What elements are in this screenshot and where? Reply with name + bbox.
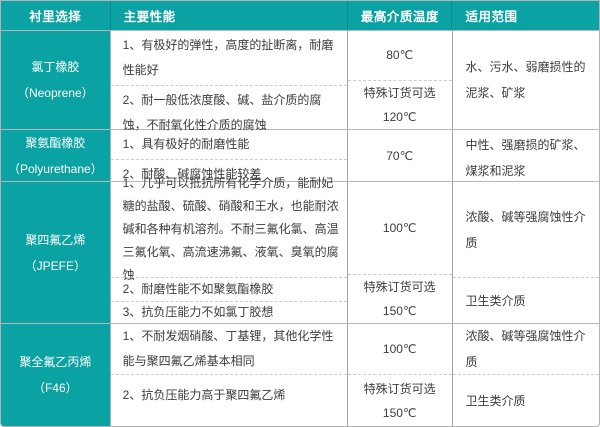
performance-item: 3、抗负压能力不如氯丁胶想 bbox=[110, 301, 347, 323]
header-lining-selection: 衬里选择 bbox=[1, 1, 111, 30]
range-column: 水、污水、弱磨损性的泥浆、矿浆 bbox=[453, 31, 600, 129]
range-column: 浓酸、碱等强腐蚀性介质 卫生类介质 bbox=[452, 324, 599, 426]
temperature-column: 80℃ 特殊订货可选 120℃ bbox=[347, 31, 453, 130]
performance-column: 1、有极好的弹性，高度的扯断离，耐磨性能好 2、耐一般低浓度酸、碱、盐介质的腐蚀… bbox=[110, 31, 348, 132]
performance-item: 2、抗负压能力高于聚四氟乙烯 bbox=[110, 374, 347, 426]
temperature-value: 100℃ bbox=[382, 221, 417, 235]
performance-item: 2、耐磨性能不如聚氨酯橡胶 bbox=[110, 277, 347, 301]
temperature-cell: 80℃ bbox=[348, 31, 452, 80]
performance-item: 1、具有极好的耐磨性能 bbox=[122, 137, 250, 151]
header-application-range: 适用范围 bbox=[465, 10, 518, 24]
temperature-column: 100℃ 特殊订货可选 150℃ bbox=[347, 182, 453, 323]
range-cell: 浓酸、碱等强腐蚀性介质 bbox=[465, 329, 586, 369]
temperature-cell: 70℃ bbox=[348, 130, 452, 181]
range-cell: 卫生类介质 bbox=[452, 277, 599, 323]
performance-item: 1、不耐发烟硝酸、丁基锂，其他化学性能与聚四氟乙烯基本相同 bbox=[122, 329, 334, 368]
temperature-column: 100℃ 特殊订货可选 150℃ bbox=[347, 324, 453, 426]
range-cell: 卫生类介质 bbox=[452, 374, 599, 426]
material-name-en: （Polyurethane） bbox=[7, 161, 103, 176]
temperature-note: 特殊订货可选 bbox=[363, 280, 436, 294]
temperature-value: 150℃ bbox=[382, 304, 417, 318]
performance-column: 1、不耐发烟硝酸、丁基锂，其他化学性能与聚四氟乙烯基本相同 2、抗负压能力高于聚… bbox=[110, 324, 348, 426]
temperature-value: 150℃ bbox=[382, 405, 417, 420]
temperature-value: 100℃ bbox=[382, 342, 417, 356]
performance-item: 1、几乎可以抵抗所有化学介质，能耐妃糖的盐酸、硫酸、硝酸和王水，也能耐浓碱和各种… bbox=[122, 176, 339, 282]
performance-item: 1、有极好的弹性，高度的扯断离，耐磨性能好 bbox=[122, 38, 334, 77]
performance-column: 1、几乎可以抵抗所有化学介质，能耐妃糖的盐酸、硫酸、硝酸和王水，也能耐浓碱和各种… bbox=[110, 176, 348, 323]
section-f46: 聚全氟乙丙烯 （F46） 1、不耐发烟硝酸、丁基锂，其他化学性能与聚四氟乙烯基本… bbox=[1, 323, 599, 426]
material-name-en: （JPEFE） bbox=[24, 258, 86, 273]
range-column: 浓酸、碱等强腐蚀性介质 卫生类介质 bbox=[452, 182, 599, 323]
material-name-cn: 聚四氟乙烯 bbox=[25, 232, 86, 247]
temperature-cell: 100℃ bbox=[348, 182, 452, 274]
temperature-cell: 特殊订货可选 150℃ bbox=[347, 374, 452, 426]
temperature-cell: 特殊订货可选 150℃ bbox=[347, 274, 452, 323]
performance-item: 2、耐一般低浓度酸、碱、盐介质的腐蚀，不耐氧化性介质的腐蚀 bbox=[110, 85, 347, 140]
section-ptfe: 聚四氟乙烯 （JPEFE） 1、几乎可以抵抗所有化学介质，能耐妃糖的盐酸、硫酸、… bbox=[1, 176, 599, 323]
temperature-cell: 100℃ bbox=[348, 324, 452, 374]
temperature-value: 80℃ bbox=[386, 48, 414, 63]
section-neoprene: 氯丁橡胶 （Neoprene） 1、有极好的弹性，高度的扯断离，耐磨性能好 2、… bbox=[1, 30, 600, 132]
material-name-cn: 聚氨酯橡胶 bbox=[25, 135, 86, 150]
temperature-column: 70℃ bbox=[348, 130, 453, 181]
temperature-value: 120℃ bbox=[382, 109, 417, 124]
temperature-note: 特殊订货可选 bbox=[363, 85, 436, 100]
header-main-performance: 主要性能 bbox=[111, 1, 348, 30]
material-name-en: （Neoprene） bbox=[16, 86, 94, 100]
material-name-cn: 聚全氟乙丙烯 bbox=[19, 355, 92, 369]
range-cell: 水、污水、弱磨损性的泥浆、矿浆 bbox=[465, 60, 586, 100]
material-cell: 聚四氟乙烯 （JPEFE） bbox=[1, 182, 111, 323]
material-cell: 聚氨酯橡胶 （Polyurethane） bbox=[1, 130, 111, 181]
temperature-note: 特殊订货可选 bbox=[363, 381, 436, 396]
header-max-medium-temperature: 最高介质温度 bbox=[348, 1, 453, 30]
performance-column: 1、具有极好的耐磨性能 2、耐酸、碱腐蚀性能较差 bbox=[110, 130, 348, 181]
range-column: 中性、强磨损的矿浆、煤浆和泥浆 bbox=[453, 130, 600, 181]
material-name-en: （F46） bbox=[32, 381, 78, 395]
material-cell: 氯丁橡胶 （Neoprene） bbox=[1, 31, 111, 129]
range-cell: 浓酸、碱等强腐蚀性介质 bbox=[465, 209, 586, 250]
temperature-value: 70℃ bbox=[386, 148, 414, 163]
material-name-cn: 氯丁橡胶 bbox=[31, 60, 80, 74]
table-header-row: 衬里选择 主要性能 最高介质温度 适用范围 bbox=[1, 1, 599, 30]
material-cell: 聚全氟乙丙烯 （F46） bbox=[1, 324, 111, 426]
section-polyurethane: 聚氨酯橡胶 （Polyurethane） 1、具有极好的耐磨性能 2、耐酸、碱腐… bbox=[1, 129, 599, 181]
range-cell: 中性、强磨损的矿浆、煤浆和泥浆 bbox=[465, 138, 586, 178]
performance-item: 2、耐酸、碱腐蚀性能较差 bbox=[110, 159, 347, 189]
temperature-cell: 特殊订货可选 120℃ bbox=[347, 79, 452, 130]
